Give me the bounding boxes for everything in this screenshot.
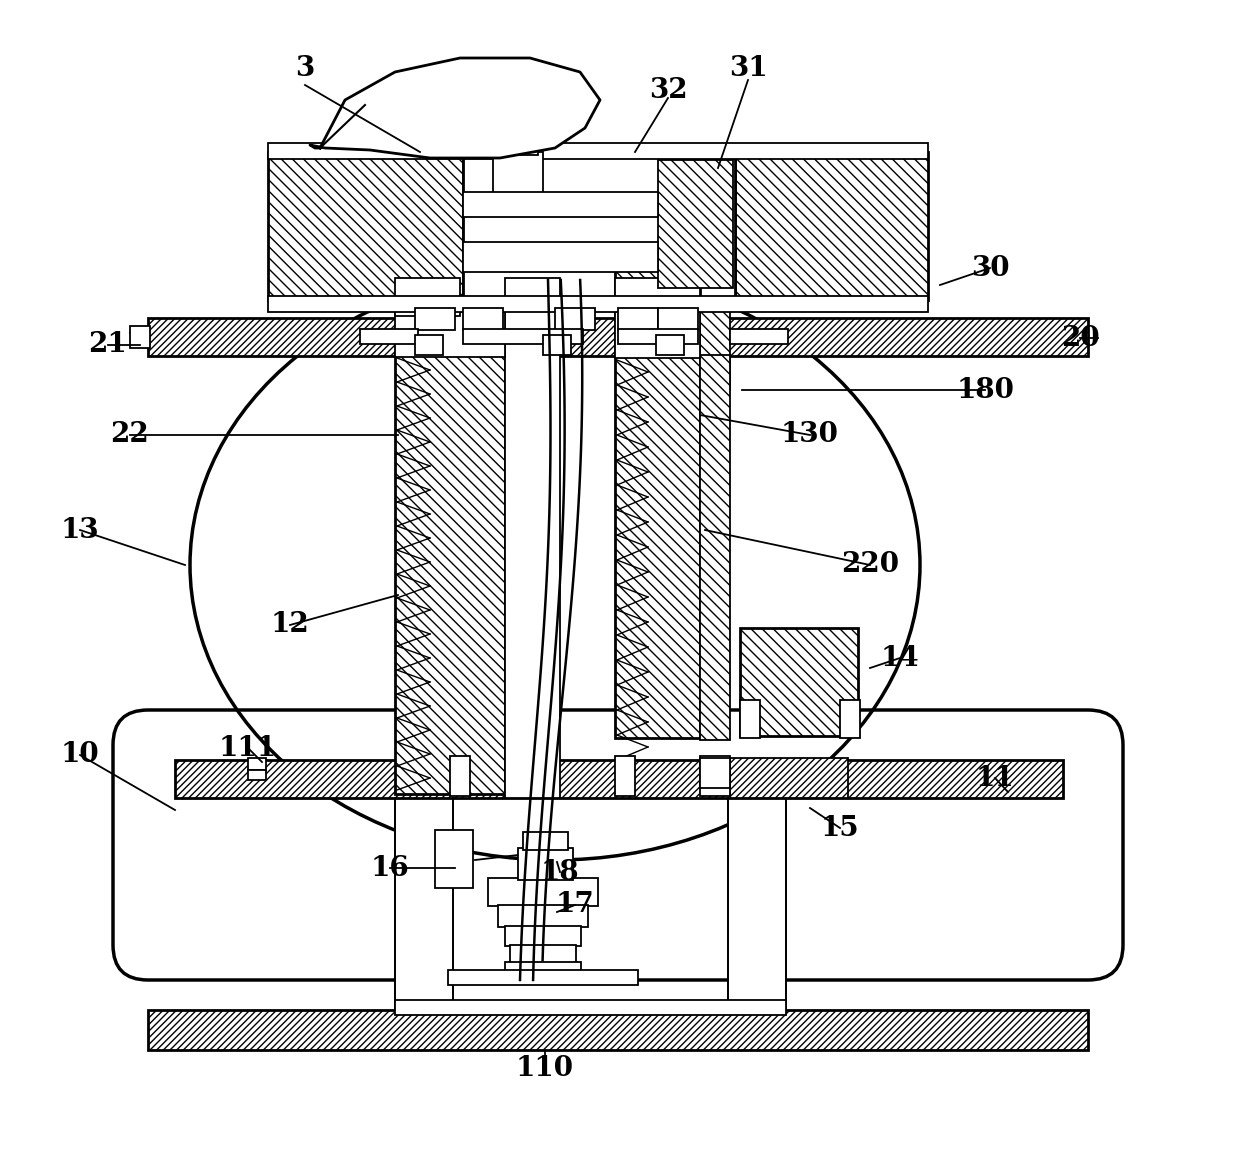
Text: 110: 110 bbox=[516, 1055, 574, 1081]
Text: 18: 18 bbox=[541, 859, 579, 886]
Text: 12: 12 bbox=[270, 612, 309, 638]
Bar bbox=[463, 242, 658, 273]
Bar bbox=[268, 296, 928, 312]
Text: 130: 130 bbox=[781, 422, 839, 449]
Text: 15: 15 bbox=[821, 814, 859, 842]
Text: 14: 14 bbox=[880, 644, 919, 672]
Bar bbox=[498, 905, 588, 927]
Bar bbox=[489, 877, 598, 906]
Text: 32: 32 bbox=[649, 77, 687, 104]
Bar bbox=[523, 831, 568, 850]
Bar bbox=[248, 770, 267, 780]
Bar bbox=[415, 308, 455, 330]
Bar bbox=[435, 830, 472, 888]
Bar bbox=[148, 1010, 1087, 1050]
Bar bbox=[618, 308, 658, 330]
Text: 11: 11 bbox=[976, 765, 1014, 791]
Text: 30: 30 bbox=[971, 254, 1009, 282]
Bar bbox=[463, 192, 658, 217]
Bar bbox=[839, 700, 861, 738]
Bar bbox=[615, 278, 701, 308]
Bar bbox=[415, 335, 443, 355]
Text: 16: 16 bbox=[371, 854, 409, 882]
Bar bbox=[130, 325, 150, 348]
Bar bbox=[175, 760, 1063, 798]
Bar bbox=[248, 758, 267, 770]
Bar bbox=[463, 329, 583, 344]
Bar bbox=[658, 308, 698, 330]
Polygon shape bbox=[310, 58, 600, 158]
Bar bbox=[740, 628, 858, 736]
Text: 20: 20 bbox=[1060, 324, 1100, 352]
Bar bbox=[396, 798, 453, 1013]
Text: 220: 220 bbox=[841, 552, 899, 578]
FancyBboxPatch shape bbox=[113, 710, 1123, 980]
Bar bbox=[450, 756, 470, 796]
Bar bbox=[615, 258, 701, 738]
Bar bbox=[148, 319, 1087, 356]
Bar bbox=[543, 335, 570, 355]
Bar bbox=[730, 758, 848, 798]
Bar bbox=[615, 756, 635, 796]
Text: 3: 3 bbox=[295, 54, 315, 82]
Bar bbox=[701, 756, 730, 796]
Bar bbox=[618, 329, 698, 344]
Bar bbox=[463, 152, 735, 300]
Bar bbox=[518, 848, 573, 880]
Text: 22: 22 bbox=[110, 422, 149, 449]
Bar bbox=[740, 700, 760, 738]
Bar bbox=[396, 354, 505, 794]
Bar bbox=[268, 152, 463, 300]
Bar bbox=[615, 308, 701, 358]
Bar bbox=[268, 143, 928, 159]
Bar bbox=[505, 926, 582, 946]
Text: 31: 31 bbox=[729, 54, 768, 82]
Bar bbox=[505, 963, 582, 982]
Bar bbox=[658, 160, 733, 288]
Bar bbox=[735, 152, 928, 300]
Bar bbox=[730, 329, 787, 344]
Bar bbox=[508, 135, 538, 155]
Bar bbox=[505, 278, 560, 798]
Text: 10: 10 bbox=[61, 742, 99, 768]
Bar bbox=[396, 1000, 786, 1015]
Bar bbox=[728, 798, 786, 1013]
Bar bbox=[396, 312, 505, 356]
Text: 13: 13 bbox=[61, 516, 99, 544]
Bar bbox=[463, 308, 503, 330]
Bar bbox=[701, 310, 730, 390]
Text: 111: 111 bbox=[219, 735, 277, 761]
Text: 21: 21 bbox=[88, 331, 128, 359]
Bar bbox=[448, 969, 639, 986]
Bar bbox=[556, 308, 595, 330]
Bar bbox=[360, 329, 418, 344]
Bar bbox=[510, 945, 577, 963]
Text: 180: 180 bbox=[956, 376, 1014, 404]
Text: 17: 17 bbox=[556, 891, 594, 919]
Bar bbox=[701, 355, 730, 739]
Bar bbox=[494, 152, 543, 202]
Bar bbox=[396, 278, 460, 316]
Bar bbox=[701, 758, 730, 788]
Bar bbox=[656, 335, 684, 355]
